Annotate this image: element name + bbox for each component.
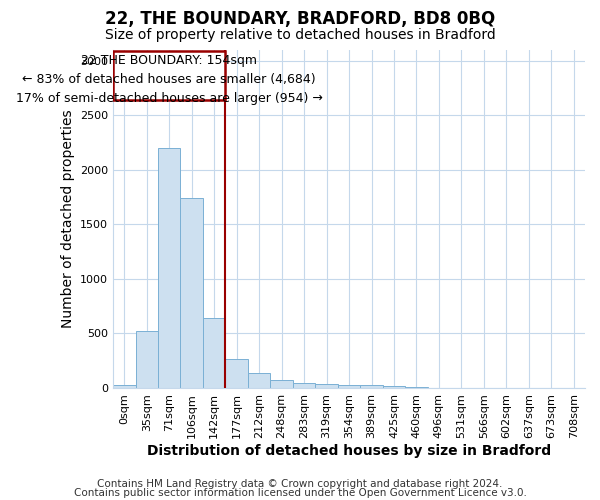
Bar — [293, 382, 316, 388]
Bar — [338, 384, 360, 388]
Bar — [316, 384, 338, 388]
Y-axis label: Number of detached properties: Number of detached properties — [61, 110, 74, 328]
Bar — [158, 148, 181, 388]
Bar — [383, 386, 405, 388]
X-axis label: Distribution of detached houses by size in Bradford: Distribution of detached houses by size … — [147, 444, 551, 458]
Bar — [203, 318, 226, 388]
Text: Contains HM Land Registry data © Crown copyright and database right 2024.: Contains HM Land Registry data © Crown c… — [97, 479, 503, 489]
Text: 22, THE BOUNDARY, BRADFORD, BD8 0BQ: 22, THE BOUNDARY, BRADFORD, BD8 0BQ — [105, 10, 495, 28]
Bar — [226, 358, 248, 388]
Text: 22 THE BOUNDARY: 154sqm
← 83% of detached houses are smaller (4,684)
17% of semi: 22 THE BOUNDARY: 154sqm ← 83% of detache… — [16, 54, 323, 106]
Text: Contains public sector information licensed under the Open Government Licence v3: Contains public sector information licen… — [74, 488, 526, 498]
Bar — [181, 198, 203, 388]
Bar — [271, 380, 293, 388]
Text: Size of property relative to detached houses in Bradford: Size of property relative to detached ho… — [104, 28, 496, 42]
Bar — [360, 385, 383, 388]
Bar — [136, 332, 158, 388]
Bar — [248, 372, 271, 388]
FancyBboxPatch shape — [113, 51, 226, 100]
Bar — [113, 384, 136, 388]
